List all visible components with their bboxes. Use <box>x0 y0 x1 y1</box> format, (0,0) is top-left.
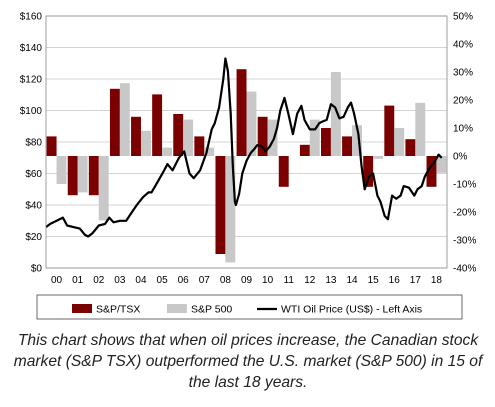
left-axis-tick: $100 <box>20 106 43 117</box>
sp500-bar <box>204 147 215 156</box>
x-axis-tick: 01 <box>72 275 84 286</box>
left-axis-tick: $0 <box>31 264 43 275</box>
legend-item-tsx-swatch <box>72 304 92 313</box>
sp500-bar <box>415 102 426 156</box>
tsx-bar <box>342 136 353 156</box>
right-axis-tick: 10% <box>453 124 473 135</box>
plot-border <box>45 15 448 269</box>
sp500-bar <box>267 119 278 156</box>
tsx-bar <box>236 69 247 156</box>
x-axis-tick: 12 <box>304 275 316 286</box>
sp500-bar <box>77 156 88 193</box>
x-axis-tick: 03 <box>114 275 126 286</box>
x-axis-tick: 00 <box>51 275 63 286</box>
oil-price-line-group <box>45 57 443 238</box>
right-axis-tick: -10% <box>453 180 476 191</box>
bars <box>46 69 447 263</box>
sp500-bar <box>225 156 236 263</box>
x-axis-tick: 17 <box>410 275 422 286</box>
sp500-bar <box>352 125 362 156</box>
left-axis-tick: $40 <box>25 201 42 212</box>
x-axis-tick: 05 <box>157 275 169 286</box>
sp500-bar <box>56 156 67 184</box>
tsx-bar <box>426 156 437 187</box>
tsx-bar <box>131 116 141 156</box>
x-axis-tick: 13 <box>325 275 337 286</box>
sp500-bar <box>309 119 320 156</box>
legend-item-tsx-label: S&P/TSX <box>96 304 140 316</box>
x-axis-tick: 08 <box>220 275 232 286</box>
sp500-bar <box>183 119 194 156</box>
tsx-bar <box>46 136 57 156</box>
right-axis-tick: 30% <box>453 68 473 79</box>
x-axis-tick: 18 <box>431 275 443 286</box>
axes: $0 $20 $40 $60 $80 $100 $120 $140 $160 -40% -30% -2… <box>20 12 477 287</box>
sp500-bar <box>140 130 151 156</box>
tsx-bar <box>109 88 120 156</box>
tsx-bar <box>363 156 374 187</box>
legend: S&P/TSX S&P 500 WTI Oil Price (US$) - Left… <box>36 294 463 320</box>
sp500-bar <box>246 91 257 156</box>
x-axis-tick: 09 <box>241 275 253 286</box>
x-axis-tick: 15 <box>368 275 380 286</box>
legend-item-sp500-swatch <box>167 304 187 313</box>
sp500-bar <box>98 156 109 221</box>
x-axis-tick: 07 <box>199 275 211 286</box>
tsx-bar <box>173 114 184 156</box>
right-axis-tick: -40% <box>453 264 476 275</box>
left-axis-tick: $60 <box>25 169 42 180</box>
right-axis-tick: 20% <box>453 96 473 107</box>
tsx-bar <box>215 156 226 254</box>
x-axis-tick: 10 <box>262 275 274 286</box>
tsx-bar <box>257 116 268 156</box>
left-axis-tick: $80 <box>25 138 42 149</box>
right-axis-tick: 0% <box>453 152 468 163</box>
left-axis-tick: $120 <box>20 75 43 86</box>
tsx-bar <box>384 105 395 156</box>
x-axis-tick: 14 <box>346 275 358 286</box>
legend-item-oil-label: WTI Oil Price (US$) - Left Axis <box>281 304 422 316</box>
sp500-bar <box>330 72 341 156</box>
tsx-bar <box>278 156 289 187</box>
right-axis-tick: -30% <box>453 236 476 247</box>
legend-item-sp500-label: S&P 500 <box>191 304 232 316</box>
left-axis-tick: $160 <box>20 12 43 23</box>
chart-caption: This chart shows that when oil prices in… <box>13 332 483 391</box>
tsx-bar <box>194 136 205 156</box>
right-axis-tick: -20% <box>453 208 476 219</box>
tsx-bar <box>152 94 163 156</box>
oil-price-line <box>45 57 443 238</box>
sp500-bar <box>119 83 130 156</box>
x-axis-tick: 06 <box>178 275 190 286</box>
tsx-bar <box>67 156 78 196</box>
sp500-bar <box>373 156 384 159</box>
sp500-bar <box>162 147 172 156</box>
x-axis-tick: 16 <box>389 275 401 286</box>
right-axis-tick: 40% <box>453 40 473 51</box>
left-axis-tick: $20 <box>25 232 42 243</box>
sp500-bar <box>394 128 405 156</box>
sp500-bar <box>436 156 447 173</box>
tsx-bar <box>321 128 331 156</box>
legend-box <box>36 294 463 320</box>
x-axis-tick: 04 <box>135 275 147 286</box>
right-axis-tick: 50% <box>453 12 473 23</box>
tsx-bar <box>405 139 416 156</box>
tsx-bar <box>299 144 310 156</box>
chart: $0 $20 $40 $60 $80 $100 $120 $140 $160 -40% -30% -2… <box>20 12 477 320</box>
x-axis-tick: 02 <box>93 275 105 286</box>
tsx-bar <box>88 156 99 196</box>
left-axis-tick: $140 <box>20 43 43 54</box>
x-axis-tick: 11 <box>284 275 295 286</box>
